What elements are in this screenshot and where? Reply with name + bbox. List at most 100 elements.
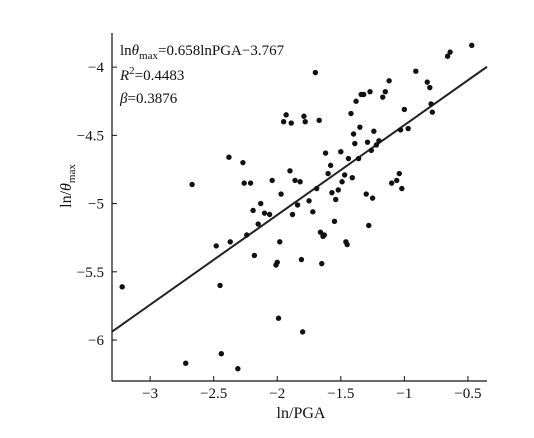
data-point [399, 185, 405, 192]
data-point [413, 68, 419, 74]
data-point [306, 198, 312, 204]
x-tick-label: −2 [269, 386, 285, 402]
data-point [119, 284, 125, 290]
data-point [429, 109, 436, 115]
data-point [319, 260, 325, 267]
data-point [250, 207, 256, 214]
data-point [274, 259, 280, 265]
data-point [240, 159, 246, 166]
data-point [424, 79, 430, 85]
y-tick-label: −4.5 [77, 128, 104, 144]
data-point [368, 147, 375, 154]
data-point [447, 49, 453, 55]
data-point [277, 239, 283, 245]
data-point [244, 232, 250, 238]
data-point [226, 154, 232, 160]
data-point [339, 179, 345, 185]
data-point [380, 94, 386, 100]
annotation-r2-sup: 2 [129, 65, 135, 77]
data-point [371, 128, 377, 134]
data-point [341, 172, 348, 178]
data-point [183, 360, 189, 366]
data-point [278, 191, 284, 197]
data-point [327, 162, 334, 169]
annotation-r2-r: R [119, 68, 129, 84]
data-point [382, 88, 389, 95]
data-point [331, 218, 338, 225]
data-point [386, 78, 392, 84]
data-point [348, 110, 354, 117]
data-point [247, 180, 254, 186]
data-point [280, 119, 287, 125]
y-axis-label-sub: max [66, 164, 78, 183]
data-point [217, 282, 223, 289]
data-point [269, 177, 275, 184]
data-point [294, 202, 301, 208]
annotation-equation-sub: max [139, 50, 158, 62]
data-point [218, 351, 225, 357]
ticks-layer: −3 −2.5 −2 −1.5 −1 −0.5 −4 −4.5 −5 −5.5 −6 [77, 60, 482, 402]
data-point [350, 131, 357, 137]
data-point [394, 177, 400, 184]
y-axis-label-theta: θ [58, 183, 75, 191]
data-point [289, 211, 296, 218]
data-point [364, 139, 371, 145]
data-point [312, 69, 319, 76]
data-point [329, 189, 335, 196]
data-point [388, 180, 395, 186]
data-point [313, 185, 320, 192]
data-point [302, 119, 308, 125]
data-point [338, 149, 344, 155]
annotation-equation: lnθmax=0.658lnPGA−3.767 [120, 43, 285, 62]
data-point [349, 174, 355, 181]
data-point [292, 177, 298, 184]
data-point [213, 243, 219, 249]
data-point [367, 88, 373, 95]
data-point [317, 229, 324, 235]
data-point [397, 127, 404, 133]
x-tick-label: −2.5 [200, 386, 227, 402]
data-point [376, 138, 382, 144]
data-point [241, 180, 247, 186]
x-tick-label: −0.5 [454, 386, 481, 402]
data-point [344, 241, 350, 248]
annotation-r2: R2=0.4483 [119, 65, 184, 84]
data-point [333, 196, 339, 203]
data-point [287, 168, 293, 174]
data-point [258, 200, 264, 207]
data-point [322, 150, 329, 156]
data-point [301, 113, 307, 119]
annotation-equation-theta: θ [132, 43, 140, 59]
data-point [355, 155, 362, 162]
y-axis-label: ln/θmax [58, 164, 78, 208]
annotation-beta-value: =0.3876 [127, 91, 177, 107]
plot-frame [111, 33, 487, 382]
data-point [396, 170, 402, 177]
data-point [255, 221, 261, 227]
data-point [444, 53, 451, 59]
y-tick-label: −5 [88, 197, 104, 213]
data-point [335, 187, 341, 193]
data-point [283, 112, 289, 118]
y-tick-label: −6 [88, 333, 104, 349]
data-point [325, 170, 331, 177]
data-point [369, 195, 376, 201]
data-point [401, 106, 408, 113]
fit-line-layer [111, 65, 488, 333]
x-axis-label: ln/PGA [277, 405, 326, 422]
data-point [316, 117, 322, 124]
data-point [352, 140, 358, 147]
data-point [373, 142, 380, 148]
annotation-equation-rest: =0.658lnPGA−3.767 [158, 43, 285, 59]
x-tick-label: −1.5 [327, 386, 354, 402]
data-point [235, 366, 241, 372]
data-point [297, 179, 303, 185]
y-tick-label: −5.5 [77, 265, 104, 281]
data-point [275, 315, 282, 321]
annotation-r2-value: =0.4483 [135, 68, 185, 84]
annotation-beta: β=0.3876 [119, 91, 178, 107]
regression-line [111, 65, 488, 333]
data-point [310, 209, 316, 215]
data-point [227, 239, 233, 245]
